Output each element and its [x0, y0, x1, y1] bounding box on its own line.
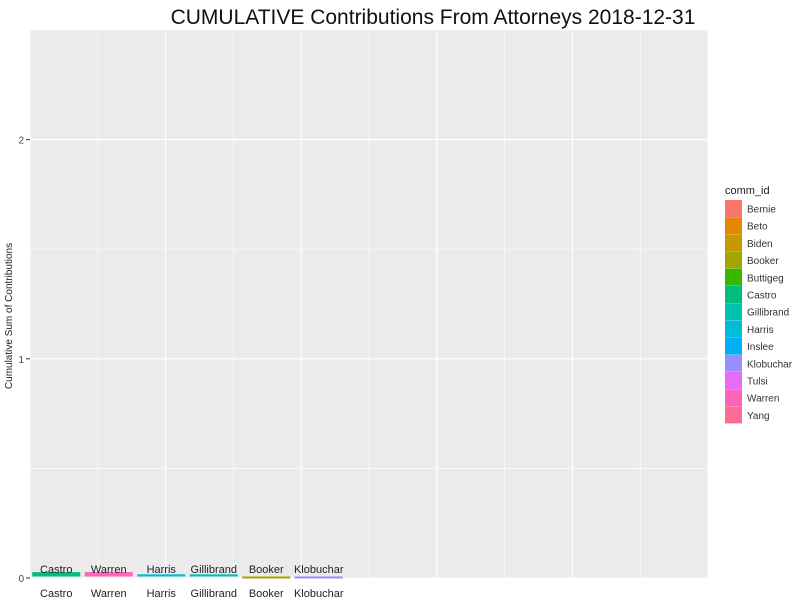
- legend-label-harris: Harris: [747, 325, 774, 336]
- x-tick-labels: Castro Warren Harris Gillibrand Booker Klobuc…: [40, 588, 344, 600]
- bar-klobuchar: [294, 576, 343, 579]
- legend-label-booker: Booker: [747, 256, 779, 267]
- y-tick-label: 0: [18, 574, 24, 585]
- legend-key-gillibrand: [725, 303, 742, 321]
- legend-key-tulsi: [725, 372, 742, 389]
- chart-title: CUMULATIVE Contributions From Attorneys …: [171, 6, 696, 29]
- legend-key-yang: [725, 406, 742, 424]
- legend-key-harris: [725, 320, 742, 338]
- bar-label-warren: Warren: [91, 564, 127, 576]
- legend-label-bernie: Bernie: [747, 205, 776, 216]
- legend-key-booker: [725, 251, 742, 269]
- bar-warren: [84, 572, 133, 577]
- bar-label-klobuchar: Klobuchar: [294, 564, 344, 576]
- y-axis-label: Cumulative Sum of Contributions: [4, 243, 15, 389]
- legend-key-biden: [725, 234, 742, 252]
- legend-label-buttigeg: Buttigeg: [747, 273, 784, 284]
- legend-label-tulsi: Tulsi: [747, 377, 768, 388]
- legend-key-warren: [725, 389, 742, 407]
- legend-label-castro: Castro: [747, 291, 777, 302]
- bar-labels-layer: Castro Warren Harris Gillibrand Booker Klobuc…: [40, 564, 344, 576]
- legend-label-warren: Warren: [747, 394, 779, 405]
- x-tick-label-klobuchar: Klobuchar: [294, 588, 344, 600]
- x-tick-label-harris: Harris: [147, 588, 177, 600]
- bar-label-gillibrand: Gillibrand: [191, 564, 237, 576]
- legend-label-gillibrand: Gillibrand: [747, 308, 789, 319]
- legend-key-bernie: [725, 200, 742, 217]
- legend-label-yang: Yang: [747, 411, 770, 422]
- bar-label-castro: Castro: [40, 564, 72, 576]
- legend-title: comm_id: [725, 185, 770, 197]
- bar-label-booker: Booker: [249, 564, 284, 576]
- x-tick-label-warren: Warren: [91, 588, 127, 600]
- bar-booker: [242, 576, 291, 579]
- legend-label-inslee: Inslee: [747, 342, 774, 353]
- y-axis: 0 1 2: [18, 136, 30, 585]
- legend-key-castro: [725, 286, 742, 303]
- grid-layer: [29, 29, 709, 579]
- x-tick-label-gillibrand: Gillibrand: [191, 588, 237, 600]
- legend-label-biden: Biden: [747, 239, 773, 250]
- legend-key-inslee: [725, 337, 742, 355]
- x-tick-label-castro: Castro: [40, 588, 72, 600]
- bars-layer: [32, 572, 343, 579]
- bar-castro: [32, 572, 81, 577]
- legend-key-klobuchar: [725, 354, 742, 372]
- y-tick-label: 1: [18, 355, 24, 366]
- bar-label-harris: Harris: [147, 564, 177, 576]
- legend: comm_id Bernie Beto Biden Booker Buttigeg Cas…: [725, 185, 793, 424]
- bar-gillibrand: [189, 574, 238, 577]
- bar-harris: [137, 574, 186, 577]
- x-tick-label-booker: Booker: [249, 588, 284, 600]
- legend-label-beto: Beto: [747, 222, 768, 233]
- legend-key-beto: [725, 217, 742, 235]
- legend-label-klobuchar: Klobuchar: [747, 359, 793, 370]
- legend-key-buttigeg: [725, 268, 742, 286]
- y-tick-label: 2: [18, 136, 24, 147]
